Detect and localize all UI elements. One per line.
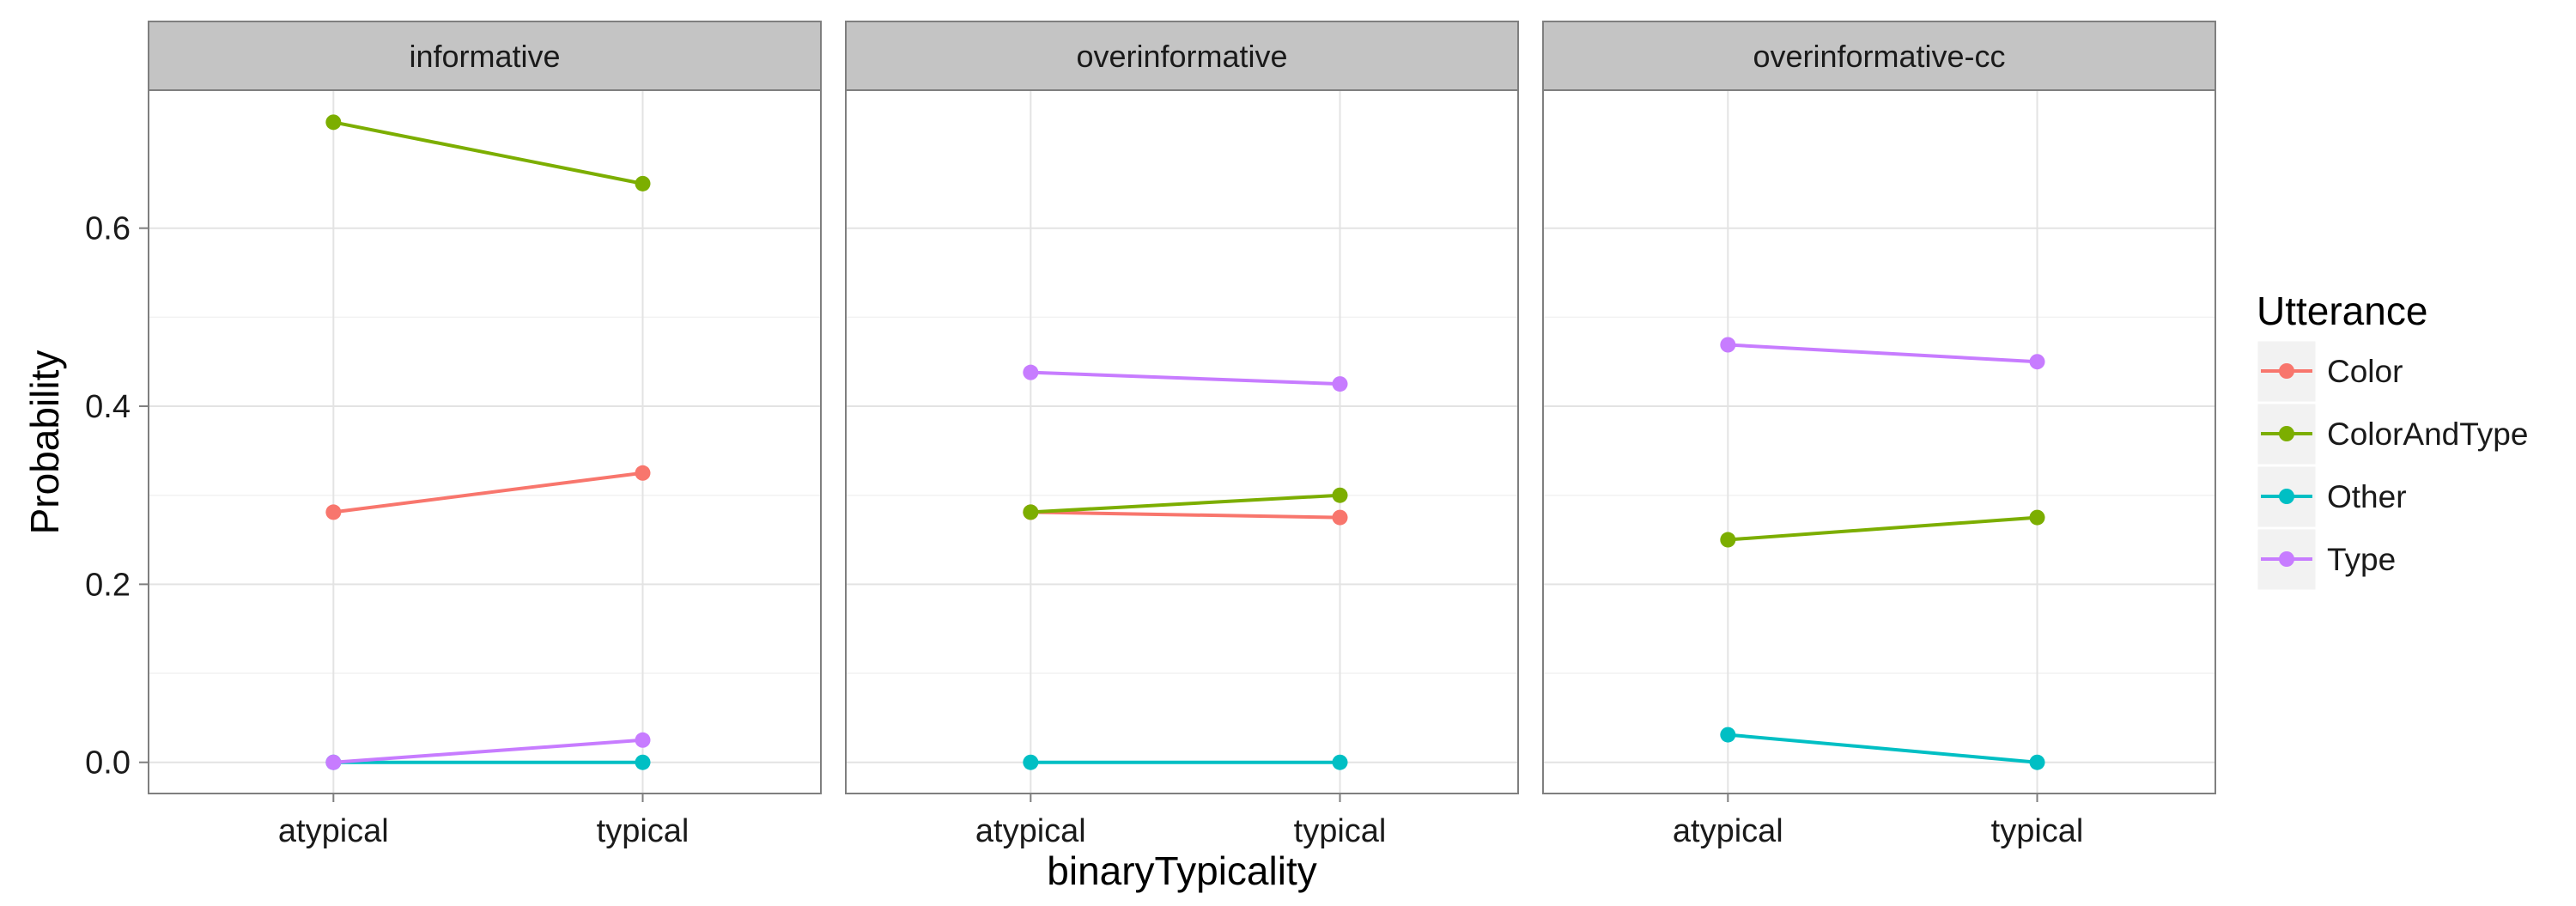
data-point-color bbox=[635, 465, 651, 481]
data-point-other bbox=[2029, 754, 2045, 770]
facet-label: overinformative-cc bbox=[1753, 39, 2005, 74]
data-point-other bbox=[1332, 754, 1348, 770]
series-line-type bbox=[1728, 343, 2038, 364]
data-point-colorandtype bbox=[1023, 504, 1039, 520]
data-point-type bbox=[1720, 337, 1736, 353]
legend-key-point bbox=[2279, 426, 2294, 441]
x-tick-label: atypical bbox=[975, 813, 1086, 849]
series-line-type bbox=[1030, 370, 1340, 386]
series-line-color bbox=[1030, 510, 1340, 520]
series-line-color bbox=[333, 471, 643, 514]
y-axis-title: Probability bbox=[22, 350, 67, 535]
panel-background bbox=[846, 90, 1518, 794]
legend-title: Utterance bbox=[2257, 289, 2427, 333]
series-line-other bbox=[1728, 733, 2038, 764]
y-tick-label: 0.2 bbox=[85, 567, 131, 603]
data-point-type bbox=[2029, 354, 2045, 370]
series-line-type bbox=[333, 738, 643, 764]
y-tick-label: 0.0 bbox=[85, 745, 131, 781]
x-tick-label: typical bbox=[597, 813, 690, 849]
facet-label: informative bbox=[409, 39, 560, 74]
panel-background bbox=[1543, 90, 2215, 794]
data-point-type bbox=[1332, 376, 1348, 392]
series-line-colorandtype bbox=[332, 120, 643, 185]
data-point-color bbox=[325, 504, 342, 520]
y-tick-label: 0.6 bbox=[85, 211, 131, 247]
facet-strip bbox=[1542, 21, 2216, 91]
data-point-type bbox=[635, 732, 651, 748]
x-tick-label: typical bbox=[1294, 813, 1387, 849]
data-point-colorandtype bbox=[635, 175, 651, 192]
legend-entry-label: Color bbox=[2327, 354, 2403, 389]
x-tick-label: atypical bbox=[1673, 813, 1783, 849]
data-point-colorandtype bbox=[2029, 509, 2045, 526]
data-point-type bbox=[325, 754, 342, 770]
data-point-colorandtype bbox=[1332, 487, 1348, 503]
data-point-colorandtype bbox=[325, 114, 342, 131]
legend-entry-label: Other bbox=[2327, 479, 2407, 514]
data-point-color bbox=[1332, 509, 1348, 526]
facet-label: overinformative bbox=[1076, 39, 1287, 74]
x-tick-label: atypical bbox=[278, 813, 389, 849]
series-line-colorandtype bbox=[1030, 493, 1340, 514]
data-point-colorandtype bbox=[1720, 532, 1736, 548]
panel-background bbox=[149, 90, 821, 794]
legend-entry-label: ColorAndType bbox=[2327, 417, 2528, 452]
legend-key-point bbox=[2279, 489, 2294, 504]
facet-strip bbox=[148, 21, 822, 91]
legend-entry-label: Type bbox=[2327, 542, 2396, 577]
legend-key-point bbox=[2279, 551, 2294, 567]
x-axis-title: binaryTypicality bbox=[1047, 848, 1316, 893]
facet-strip bbox=[845, 21, 1519, 91]
x-tick-label: typical bbox=[1991, 813, 2084, 849]
data-point-type bbox=[1023, 364, 1039, 380]
data-point-other bbox=[635, 754, 651, 770]
y-tick-label: 0.4 bbox=[85, 389, 131, 425]
series-line-colorandtype bbox=[1728, 515, 2038, 542]
data-point-other bbox=[1720, 727, 1736, 743]
legend-key-point bbox=[2279, 363, 2294, 379]
data-point-other bbox=[1023, 754, 1039, 770]
